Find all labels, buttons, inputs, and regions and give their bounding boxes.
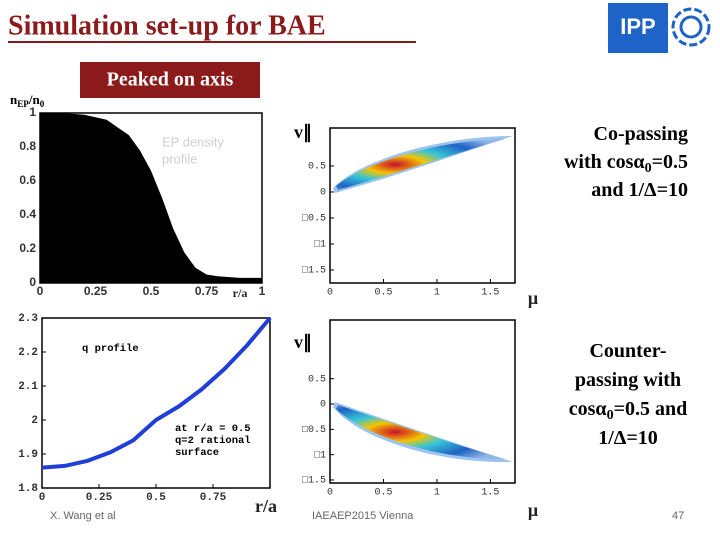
note-line: Co-passing — [594, 123, 688, 145]
y-tick-label: 0.5 — [308, 374, 326, 385]
x-axis-label: μ — [528, 288, 538, 308]
y-tick-label: 0.2 — [19, 241, 36, 255]
x-tick-label: 0 — [327, 288, 333, 299]
x-tick-label: 1 — [434, 488, 440, 499]
note-line: 1/Δ=10 — [598, 427, 658, 449]
y-tick-label: 2.2 — [18, 347, 38, 359]
slide-title: Simulation set-up for BAE — [8, 10, 326, 41]
annotation: profile — [162, 151, 197, 166]
line — [41, 316, 272, 470]
note-line: Counter- — [589, 340, 666, 362]
note-line: passing with — [575, 369, 681, 391]
x-tick-label: 0 — [327, 488, 333, 499]
y-tick-label: 1.8 — [18, 483, 38, 495]
y-tick-label: 2.3 — [18, 313, 38, 325]
y-tick-label: □0.5 — [302, 214, 326, 225]
annotation: at r/a = 0.5 — [175, 423, 251, 435]
x-tick-label: 0.75 — [200, 492, 227, 504]
contour-bottom — [333, 402, 513, 463]
y-axis-label: v∥ — [294, 332, 312, 353]
y-tick-label: 0 — [320, 400, 326, 411]
x-axis-label: r/a — [233, 286, 248, 300]
text-piece: /n — [28, 92, 41, 107]
text-piece: cosα — [569, 398, 607, 420]
note-line: and 1/Δ=10 — [591, 179, 688, 201]
y-tick-label: □1.5 — [302, 266, 326, 277]
tag-box — [80, 62, 260, 98]
y-tick-label: 0.8 — [19, 139, 36, 153]
annotation: surface — [175, 447, 219, 459]
annotation: q profile — [82, 343, 139, 355]
logo-text: IPP — [620, 14, 655, 39]
text-piece: 0 — [607, 408, 614, 423]
logo-emblem — [671, 7, 711, 47]
text-piece: 0 — [645, 161, 652, 176]
plot-frame — [329, 319, 516, 484]
annotation: q=2 rational — [175, 435, 251, 447]
text-piece: with cosα — [564, 151, 645, 173]
text-piece: EP — [17, 99, 29, 109]
x-tick-label: 0.25 — [86, 492, 113, 504]
y-tick-label: 0.6 — [19, 173, 36, 187]
x-tick-label: 0.5 — [143, 284, 160, 298]
y-tick-label: 1.9 — [18, 449, 38, 461]
area — [40, 113, 262, 283]
tag-text: Peaked on axis — [107, 69, 234, 91]
x-axis-label: μ — [528, 500, 538, 520]
x-tick-label: 0 — [39, 492, 46, 504]
footer-event: IAEAEP2015 Vienna — [312, 510, 414, 522]
y-tick-label: □1.5 — [302, 476, 326, 487]
text-piece: 1/Δ=10 — [598, 427, 658, 449]
x-tick-label: 0.5 — [146, 492, 166, 504]
x-axis-label: r/a — [255, 496, 277, 516]
y-tick-label: 0.5 — [308, 162, 326, 173]
note-line: cosα0=0.5 and — [569, 398, 687, 424]
text-piece: =0.5 and — [614, 398, 688, 420]
x-tick-label: 1.5 — [481, 488, 499, 499]
y-tick-label: □1 — [314, 450, 326, 461]
y-tick-label: 0 — [320, 188, 326, 199]
note-line: with cosα0=0.5 — [564, 151, 688, 177]
y-tick-label: □0.5 — [302, 425, 326, 436]
text-piece: and 1/Δ=10 — [591, 179, 688, 201]
x-tick-label: 1 — [259, 284, 266, 298]
y-tick-label: 0.4 — [19, 207, 36, 221]
y-axis-label: nEP/n0 — [10, 92, 45, 109]
plot-frame — [41, 317, 271, 489]
text-piece: 0 — [40, 99, 45, 109]
text-piece: Counter- — [589, 340, 666, 362]
x-tick-label: 0 — [37, 284, 44, 298]
x-tick-label: 1 — [434, 288, 440, 299]
annotation: EP density — [162, 134, 224, 149]
x-tick-label: 0.25 — [84, 284, 108, 298]
x-tick-label: 0.75 — [195, 284, 219, 298]
y-tick-label: 2 — [31, 415, 38, 427]
page-number: 47 — [672, 510, 684, 522]
logo-box — [608, 3, 668, 53]
text-piece: n — [10, 92, 18, 107]
y-axis-label: v∥ — [294, 122, 312, 143]
x-tick-label: 0.5 — [374, 488, 392, 499]
y-tick-label: 0 — [29, 275, 36, 289]
y-tick-label: 1 — [29, 105, 36, 119]
y-tick-label: □1 — [314, 240, 326, 251]
text-piece: Co-passing — [594, 123, 688, 145]
contour-top — [333, 136, 513, 193]
footer-author: X. Wang et al — [50, 510, 116, 522]
text-piece: passing with — [575, 369, 681, 391]
x-tick-label: 0.5 — [374, 288, 392, 299]
x-tick-label: 1.5 — [481, 288, 499, 299]
y-tick-label: 2.1 — [18, 381, 38, 393]
text-piece: =0.5 — [652, 151, 688, 173]
